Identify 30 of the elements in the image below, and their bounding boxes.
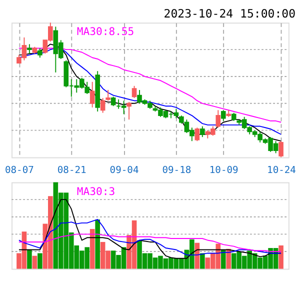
x-tick-label: 09-04 <box>110 165 139 176</box>
candlestick <box>200 126 205 138</box>
bar <box>32 256 38 269</box>
bar <box>200 253 205 269</box>
candlestick <box>38 48 42 58</box>
bar <box>27 250 32 269</box>
bar <box>38 253 42 269</box>
text: MA30:3 <box>76 186 116 198</box>
candlestick <box>194 127 200 142</box>
x-tick-label: 10-09 <box>209 165 239 176</box>
candlestick <box>100 98 106 114</box>
candlestick <box>216 110 221 128</box>
candlestick <box>110 96 116 107</box>
x-tick-label: 08-21 <box>57 165 87 176</box>
candlestick <box>278 140 284 158</box>
series-label: MA30:8.55 <box>76 26 134 38</box>
candlestick <box>132 85 137 98</box>
candlestick <box>27 44 32 54</box>
bar <box>278 245 284 269</box>
x-tick-label: 10-24 <box>267 165 296 176</box>
candlestick <box>106 89 110 102</box>
chart-title: 2023-10-24 15:00:00 <box>164 6 296 20</box>
x-tick-label: 08-07 <box>4 165 34 176</box>
bar <box>220 250 226 269</box>
bar <box>226 248 232 269</box>
candlestick <box>126 102 132 120</box>
candlestick <box>90 81 95 108</box>
x-tick-label: 09-18 <box>162 165 192 176</box>
bar <box>95 219 100 269</box>
candlestick <box>220 110 226 122</box>
